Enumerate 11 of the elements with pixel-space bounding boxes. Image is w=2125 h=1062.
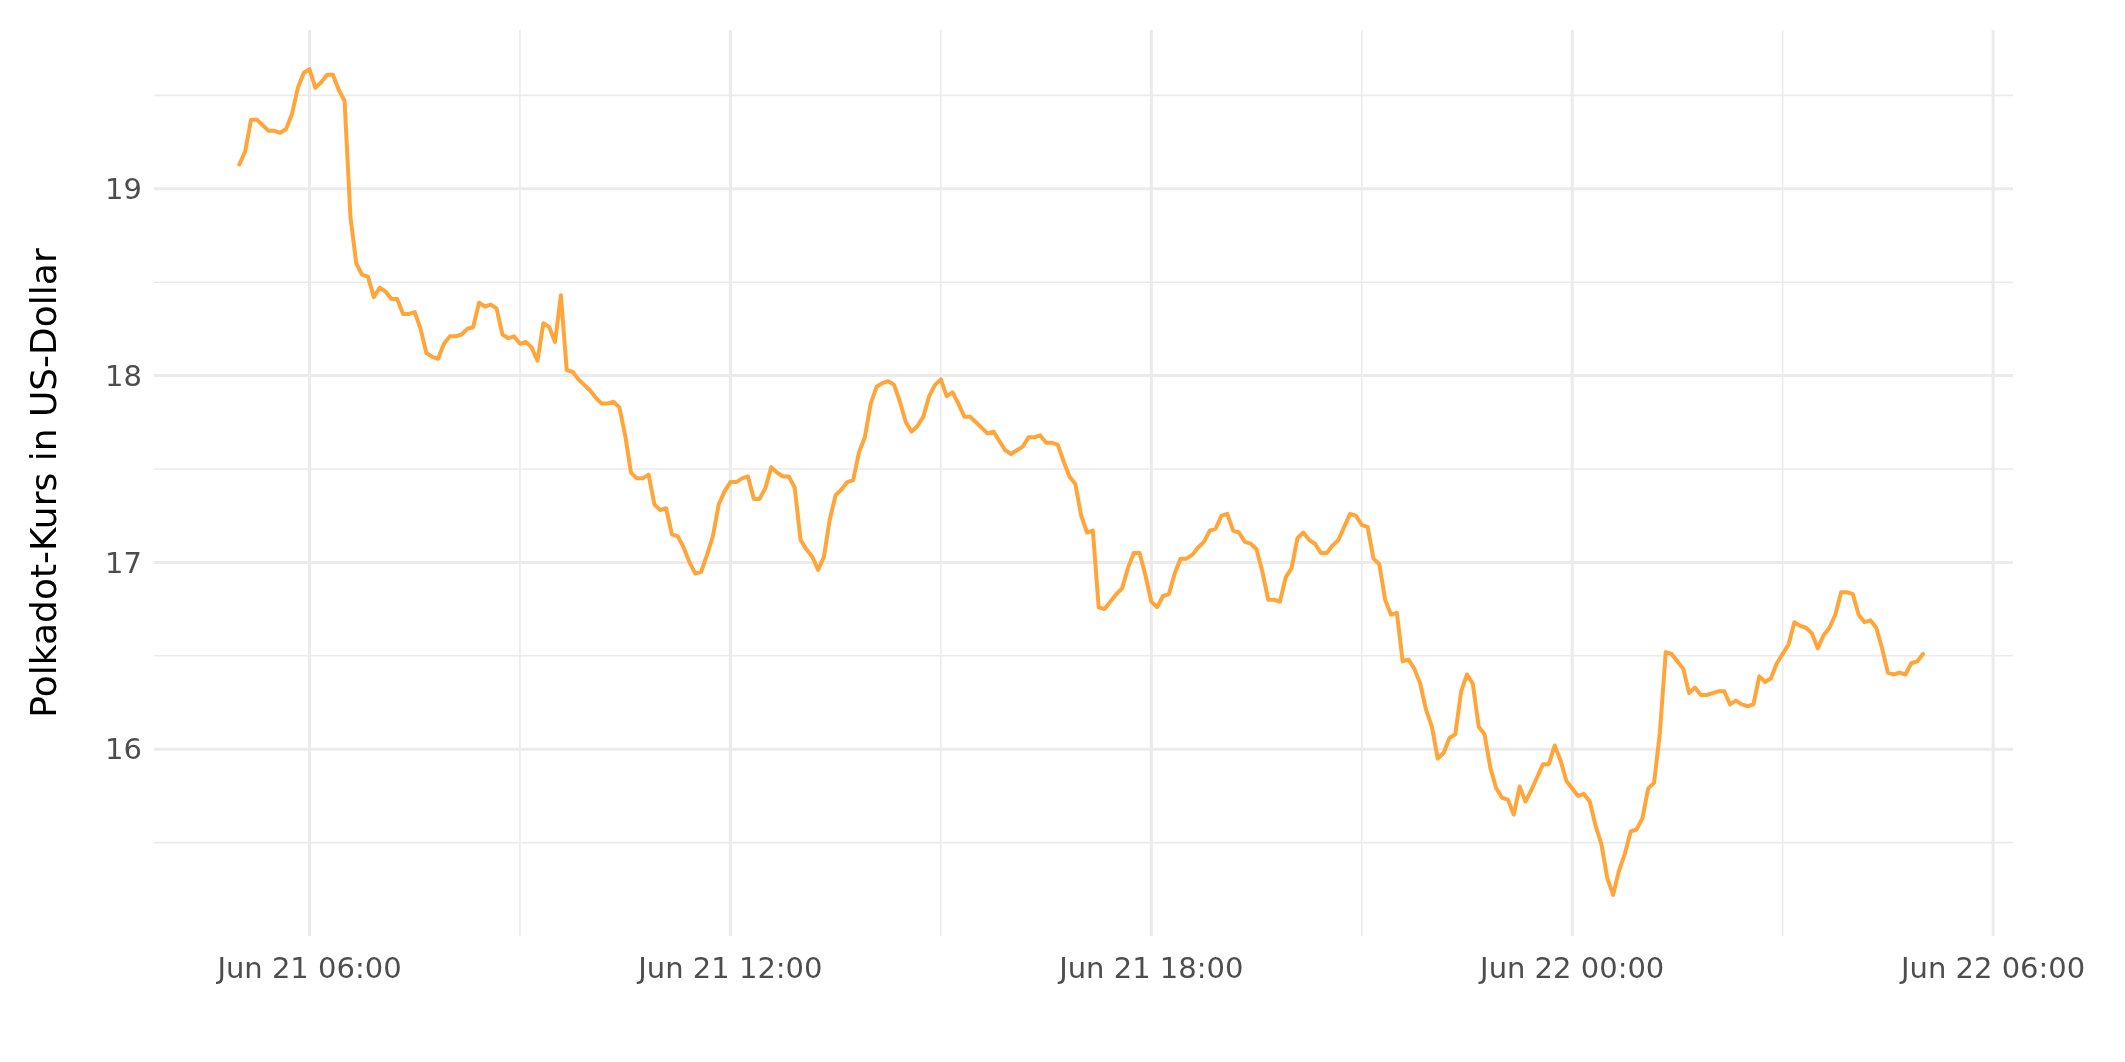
y-tick-label: 17 [105, 545, 142, 580]
y-tick-label: 19 [105, 171, 142, 206]
line-series [237, 67, 1925, 897]
x-tick-label: Jun 21 12:00 [636, 951, 823, 985]
y-tick-label: 18 [105, 358, 142, 393]
x-tick-label: Jun 22 06:00 [1899, 951, 2086, 985]
y-axis-title: Polkadot-Kurs in US-Dollar [23, 248, 64, 718]
x-tick-label: Jun 22 00:00 [1478, 951, 1665, 985]
x-tick-label: Jun 21 06:00 [215, 951, 402, 985]
y-tick-label: 16 [105, 732, 142, 767]
x-tick-label: Jun 21 18:00 [1057, 951, 1244, 985]
